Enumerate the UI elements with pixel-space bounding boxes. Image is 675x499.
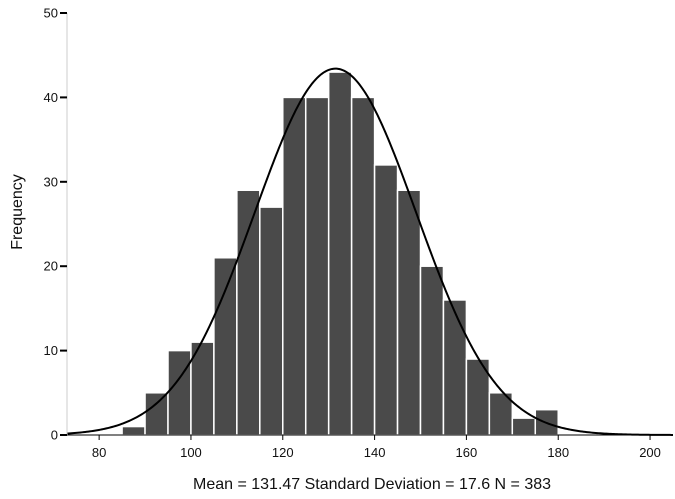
histogram-bar-5 [236,189,261,436]
normal-curve [66,67,673,436]
y-axis-ticks: 0 10 20 30 40 50 [44,6,67,443]
histogram-bar-10 [350,96,376,436]
x-tick-label: 180 [547,445,569,460]
histogram-bar-14 [442,299,468,436]
histogram-bar-9 [327,71,353,436]
y-tick-label: 40 [44,90,58,105]
histogram-bar-6 [259,206,284,436]
x-tick-label: 140 [364,445,386,460]
axes [66,13,673,436]
histogram-bar-1 [144,392,169,436]
histogram-bar-0 [121,425,146,436]
x-tick-label: 100 [180,445,202,460]
histogram-bar-11 [373,164,399,436]
histogram-bar-4 [213,257,238,436]
histogram-bar-17 [511,417,537,436]
histogram-bar-13 [419,265,445,436]
histogram-bar-7 [282,96,307,436]
x-tick-label: 200 [639,445,661,460]
y-tick-label: 10 [44,343,58,358]
x-tick-label: 160 [456,445,478,460]
y-tick-label: 0 [51,428,58,443]
y-tick-label: 30 [44,174,58,189]
y-tick-label: 20 [44,259,58,274]
histogram-bar-8 [304,96,330,436]
x-tick-label: 80 [92,445,106,460]
x-tick-label: 120 [272,445,294,460]
stats-summary: Mean = 131.47 Standard Deviation = 17.6 … [193,476,551,493]
x-axis-ticks: 80 100 120 140 160 180 200 [92,435,661,460]
histogram-bar-2 [167,349,192,436]
histogram-bar-12 [396,189,422,436]
y-axis-title: Frequency [9,174,26,250]
y-tick-label: 50 [44,6,58,21]
